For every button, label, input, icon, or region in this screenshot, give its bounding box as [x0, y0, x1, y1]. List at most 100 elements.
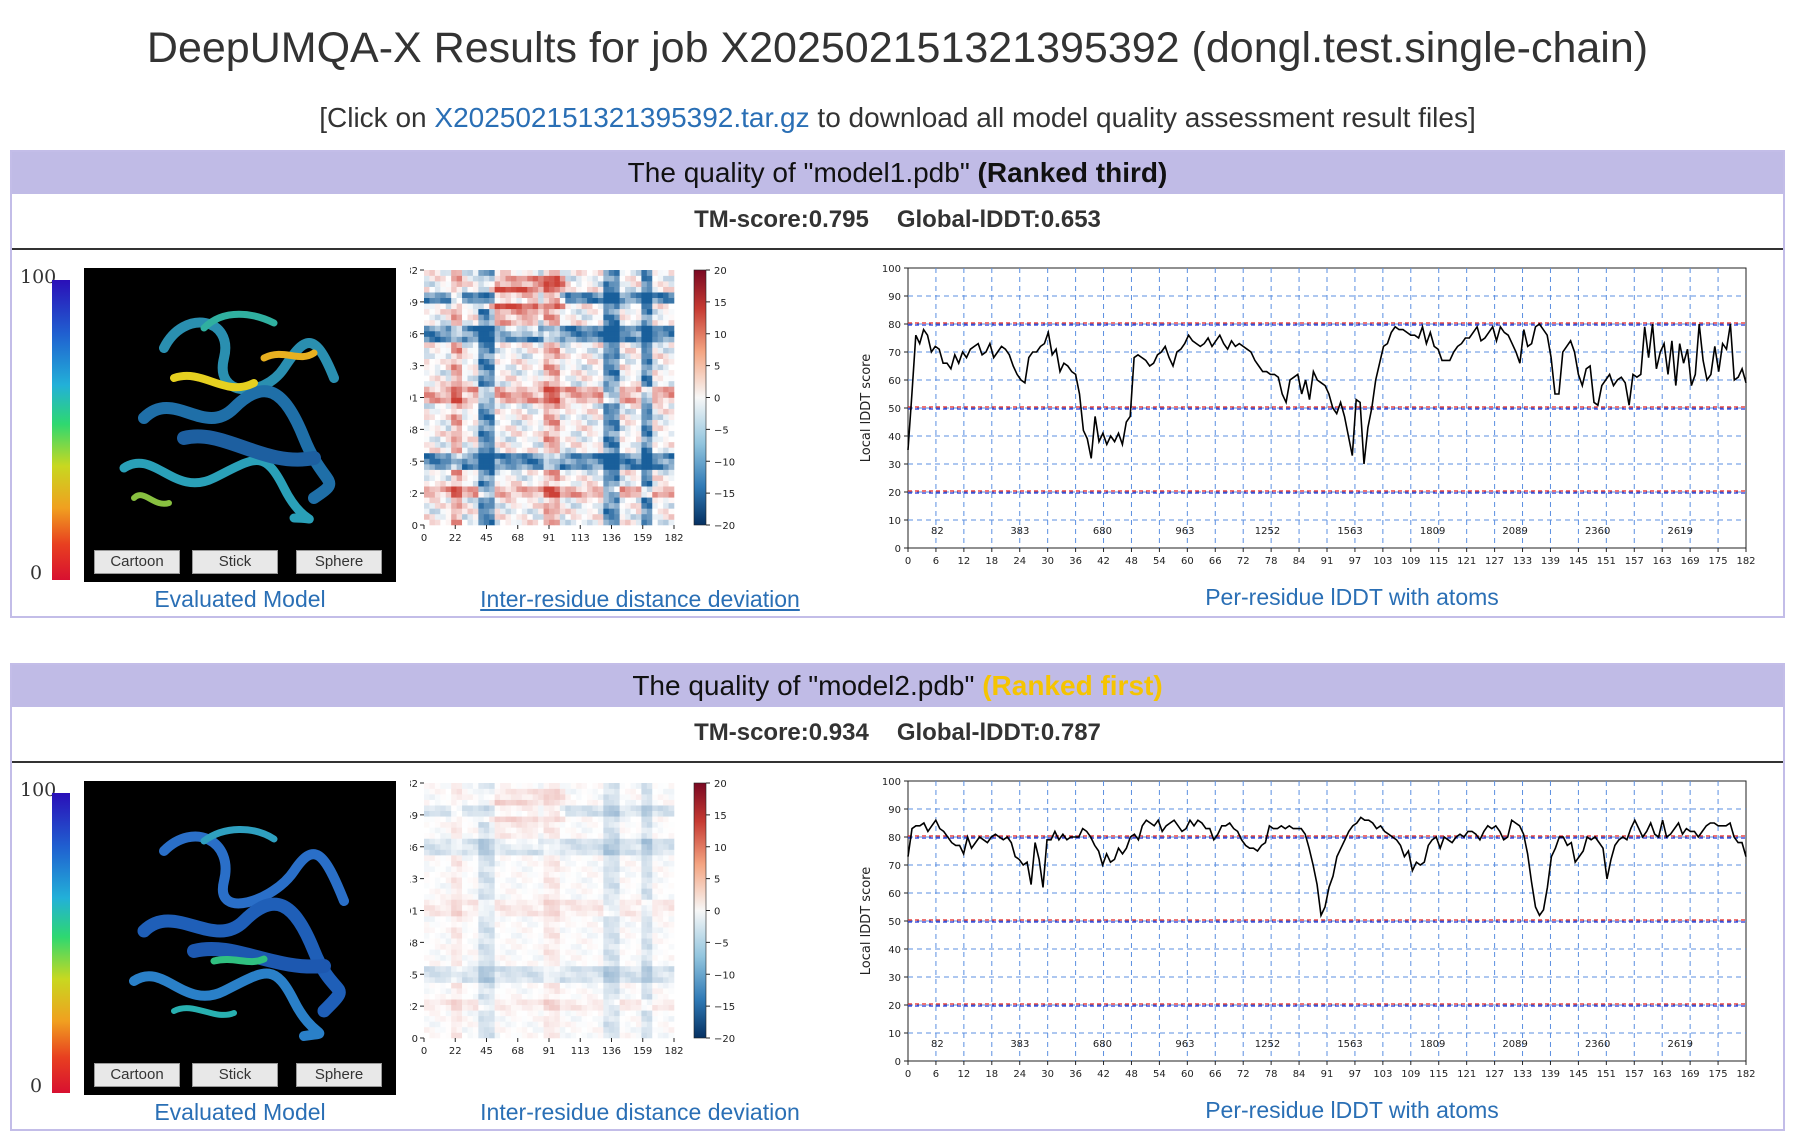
- cartoon-button[interactable]: Cartoon: [94, 1063, 180, 1087]
- y-tick-label: 20: [888, 1001, 901, 1012]
- stick-button[interactable]: Stick: [192, 550, 278, 574]
- x-tick-label: 66: [1209, 1069, 1222, 1080]
- y-tick-label: 60: [888, 889, 901, 900]
- stick-button[interactable]: Stick: [192, 1063, 278, 1087]
- colorbar-tick-label: 15: [714, 298, 727, 309]
- x-tick-label: 6: [933, 556, 939, 567]
- x-tick-label: 0: [905, 556, 911, 567]
- x-tick-label: 6: [933, 1069, 939, 1080]
- heatmap-x-tick-label: 0: [421, 1046, 427, 1057]
- atom-count-label: 2089: [1502, 1039, 1527, 1050]
- colorbar-tick-label: −20: [714, 521, 735, 532]
- heatmap-x-tick-label: 45: [480, 1046, 493, 1057]
- x-tick-label: 12: [957, 556, 970, 567]
- global-lddt: Global-lDDT:0.787: [896, 719, 1101, 746]
- sphere-button[interactable]: Sphere: [296, 550, 382, 574]
- x-tick-label: 78: [1265, 556, 1278, 567]
- x-tick-label: 30: [1041, 556, 1054, 567]
- colorbar-tick-label: 10: [714, 330, 727, 341]
- heatmap-x-tick-label: 91: [543, 1046, 556, 1057]
- heatmap-cells: [424, 783, 675, 1039]
- heatmap-y-tick-label: 113: [410, 875, 418, 886]
- heatmap-y-tick-label: 159: [410, 298, 418, 309]
- heatmap-x-tick-label: 45: [480, 533, 493, 544]
- model-caption[interactable]: Evaluated Model: [154, 1099, 326, 1125]
- download-line: [Click on X202502151321395392.tar.gz to …: [0, 102, 1795, 134]
- score-row: TM-score:0.934 Global-lDDT:0.787: [12, 707, 1783, 763]
- y-tick-label: 0: [895, 1057, 901, 1068]
- x-tick-label: 18: [985, 1069, 998, 1080]
- x-tick-label: 42: [1097, 1069, 1110, 1080]
- heatmap-caption[interactable]: Inter-residue distance deviation: [480, 586, 800, 612]
- x-tick-label: 133: [1513, 1069, 1532, 1080]
- x-tick-label: 115: [1429, 556, 1448, 567]
- heatmap-x-tick-label: 159: [633, 533, 652, 544]
- color-scale-max: 100: [20, 779, 57, 801]
- x-tick-label: 84: [1293, 1069, 1306, 1080]
- heatmap-x-tick-label: 91: [543, 533, 556, 544]
- structure-viewer[interactable]: Cartoon Stick Sphere: [84, 268, 396, 582]
- heatmap-y-tick-label: 113: [410, 362, 418, 373]
- lddt-caption[interactable]: Per-residue lDDT with atoms: [1205, 584, 1499, 610]
- atom-count-label: 680: [1093, 526, 1112, 537]
- x-tick-label: 72: [1237, 1069, 1250, 1080]
- panel-header: The quality of "model2.pdb" (Ranked firs…: [12, 665, 1783, 707]
- color-scale-min: 0: [30, 1075, 43, 1097]
- x-tick-label: 48: [1125, 556, 1138, 567]
- colorbar-tick-label: −5: [714, 425, 729, 436]
- atom-count-label: 383: [1010, 1039, 1029, 1050]
- x-tick-label: 182: [1736, 1069, 1755, 1080]
- x-tick-label: 109: [1401, 1069, 1420, 1080]
- heatmap-x-tick-label: 0: [421, 533, 427, 544]
- lddt-svg: 0 6 12 18 24 30 36 42 48 54 60 66 72 78 84 91 97 103 109 11…: [859, 264, 1756, 567]
- colorbar: [693, 782, 707, 1039]
- x-tick-label: 145: [1569, 1069, 1588, 1080]
- x-tick-label: 175: [1709, 1069, 1728, 1080]
- y-tick-label: 20: [888, 488, 901, 499]
- heatmap-cells: [424, 270, 675, 526]
- cartoon-button[interactable]: Cartoon: [94, 550, 180, 574]
- x-tick-label: 60: [1181, 556, 1194, 567]
- x-tick-label: 24: [1013, 556, 1026, 567]
- atom-count-label: 1809: [1420, 526, 1445, 537]
- heatmap-y-tick-label: 45: [410, 970, 418, 981]
- colorbar-tick-label: −15: [714, 489, 735, 500]
- x-tick-label: 84: [1293, 556, 1306, 567]
- rank-label: (Ranked third): [977, 157, 1168, 188]
- y-axis-label: Local lDDT score: [859, 867, 874, 975]
- atom-count-label: 1563: [1337, 526, 1362, 537]
- heatmap-y-tick-label: 182: [410, 779, 418, 790]
- x-tick-label: 60: [1181, 1069, 1194, 1080]
- x-tick-label: 151: [1597, 1069, 1616, 1080]
- x-tick-label: 139: [1541, 1069, 1560, 1080]
- heatmap-x-tick-label: 113: [571, 1046, 590, 1057]
- heatmap-svg: 0 22 45 68 91 113 136 159 182 0 22 45 68 91 113 136 159 1…: [399, 779, 735, 1057]
- atom-count-label: 1252: [1255, 1039, 1280, 1050]
- y-tick-label: 10: [888, 516, 901, 527]
- x-tick-label: 133: [1513, 556, 1532, 567]
- colorbar-tick-label: 5: [714, 362, 720, 373]
- x-tick-label: 30: [1041, 1069, 1054, 1080]
- y-tick-label: 40: [888, 432, 901, 443]
- atom-count-label: 2089: [1502, 526, 1527, 537]
- heatmap-x-tick-label: 159: [633, 1046, 652, 1057]
- download-prefix: [Click on: [319, 102, 435, 133]
- x-tick-label: 36: [1069, 1069, 1082, 1080]
- x-tick-label: 12: [957, 1069, 970, 1080]
- model-caption[interactable]: Evaluated Model: [154, 586, 326, 612]
- heatmap-x-tick-label: 68: [511, 1046, 524, 1057]
- x-tick-label: 54: [1153, 1069, 1166, 1080]
- colorbar-tick-label: −15: [714, 1002, 735, 1013]
- color-scale-max: 100: [20, 266, 57, 288]
- model-panel-2: The quality of "model2.pdb" (Ranked firs…: [10, 663, 1785, 1131]
- heatmap-y-tick-label: 159: [410, 811, 418, 822]
- x-tick-label: 54: [1153, 556, 1166, 567]
- color-scale-bar: [52, 793, 70, 1093]
- download-archive-link[interactable]: X202502151321395392.tar.gz: [434, 102, 810, 133]
- structure-viewer[interactable]: Cartoon Stick Sphere: [84, 781, 396, 1095]
- x-tick-label: 91: [1321, 556, 1334, 567]
- heatmap-caption[interactable]: Inter-residue distance deviation: [480, 1099, 800, 1125]
- lddt-caption[interactable]: Per-residue lDDT with atoms: [1205, 1097, 1499, 1123]
- panel-title: The quality of "model1.pdb": [627, 157, 978, 188]
- sphere-button[interactable]: Sphere: [296, 1063, 382, 1087]
